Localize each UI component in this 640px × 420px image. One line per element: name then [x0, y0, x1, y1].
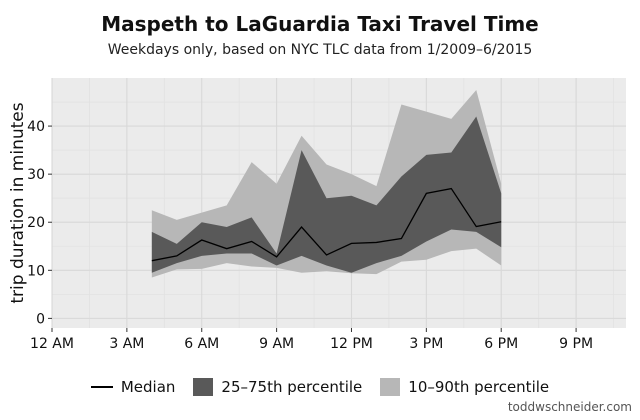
x-tick-label: 9 AM — [259, 336, 294, 352]
y-tick-label: 0 — [36, 311, 45, 327]
legend-label-median: Median — [120, 378, 176, 396]
y-tick-label: 10 — [27, 263, 45, 279]
credit-text: toddwschneider.com — [507, 400, 632, 414]
legend-item-outer: 10–90th percentile — [380, 378, 549, 396]
x-tick-label: 9 PM — [559, 336, 593, 352]
legend-item-iqr: 25–75th percentile — [193, 378, 362, 396]
legend-key-outer — [380, 378, 401, 396]
x-tick-label: 6 AM — [184, 336, 219, 352]
x-tick-label: 12 PM — [330, 336, 373, 352]
median-line — [151, 187, 502, 262]
x-tick-label: 3 PM — [409, 336, 443, 352]
x-tick-label: 12 AM — [30, 336, 74, 352]
x-tick-label: 6 PM — [484, 336, 518, 352]
band-25-75th-percentile — [151, 116, 502, 273]
legend-item-median: Median — [90, 378, 176, 396]
legend-key-iqr — [193, 378, 214, 396]
chart-subtitle: Weekdays only, based on NYC TLC data fro… — [107, 42, 533, 58]
legend: Median 25–75th percentile 10–90th percen… — [0, 378, 640, 396]
y-tick-label: 30 — [27, 167, 45, 183]
legend-label-iqr: 25–75th percentile — [221, 378, 363, 396]
legend-label-outer: 10–90th percentile — [408, 378, 550, 396]
legend-key-median — [90, 386, 113, 388]
y-tick-label: 40 — [27, 119, 45, 135]
y-tick-label: 20 — [27, 215, 45, 231]
x-tick-label: 3 AM — [109, 336, 144, 352]
chart-title: Maspeth to LaGuardia Taxi Travel Time — [101, 12, 539, 36]
